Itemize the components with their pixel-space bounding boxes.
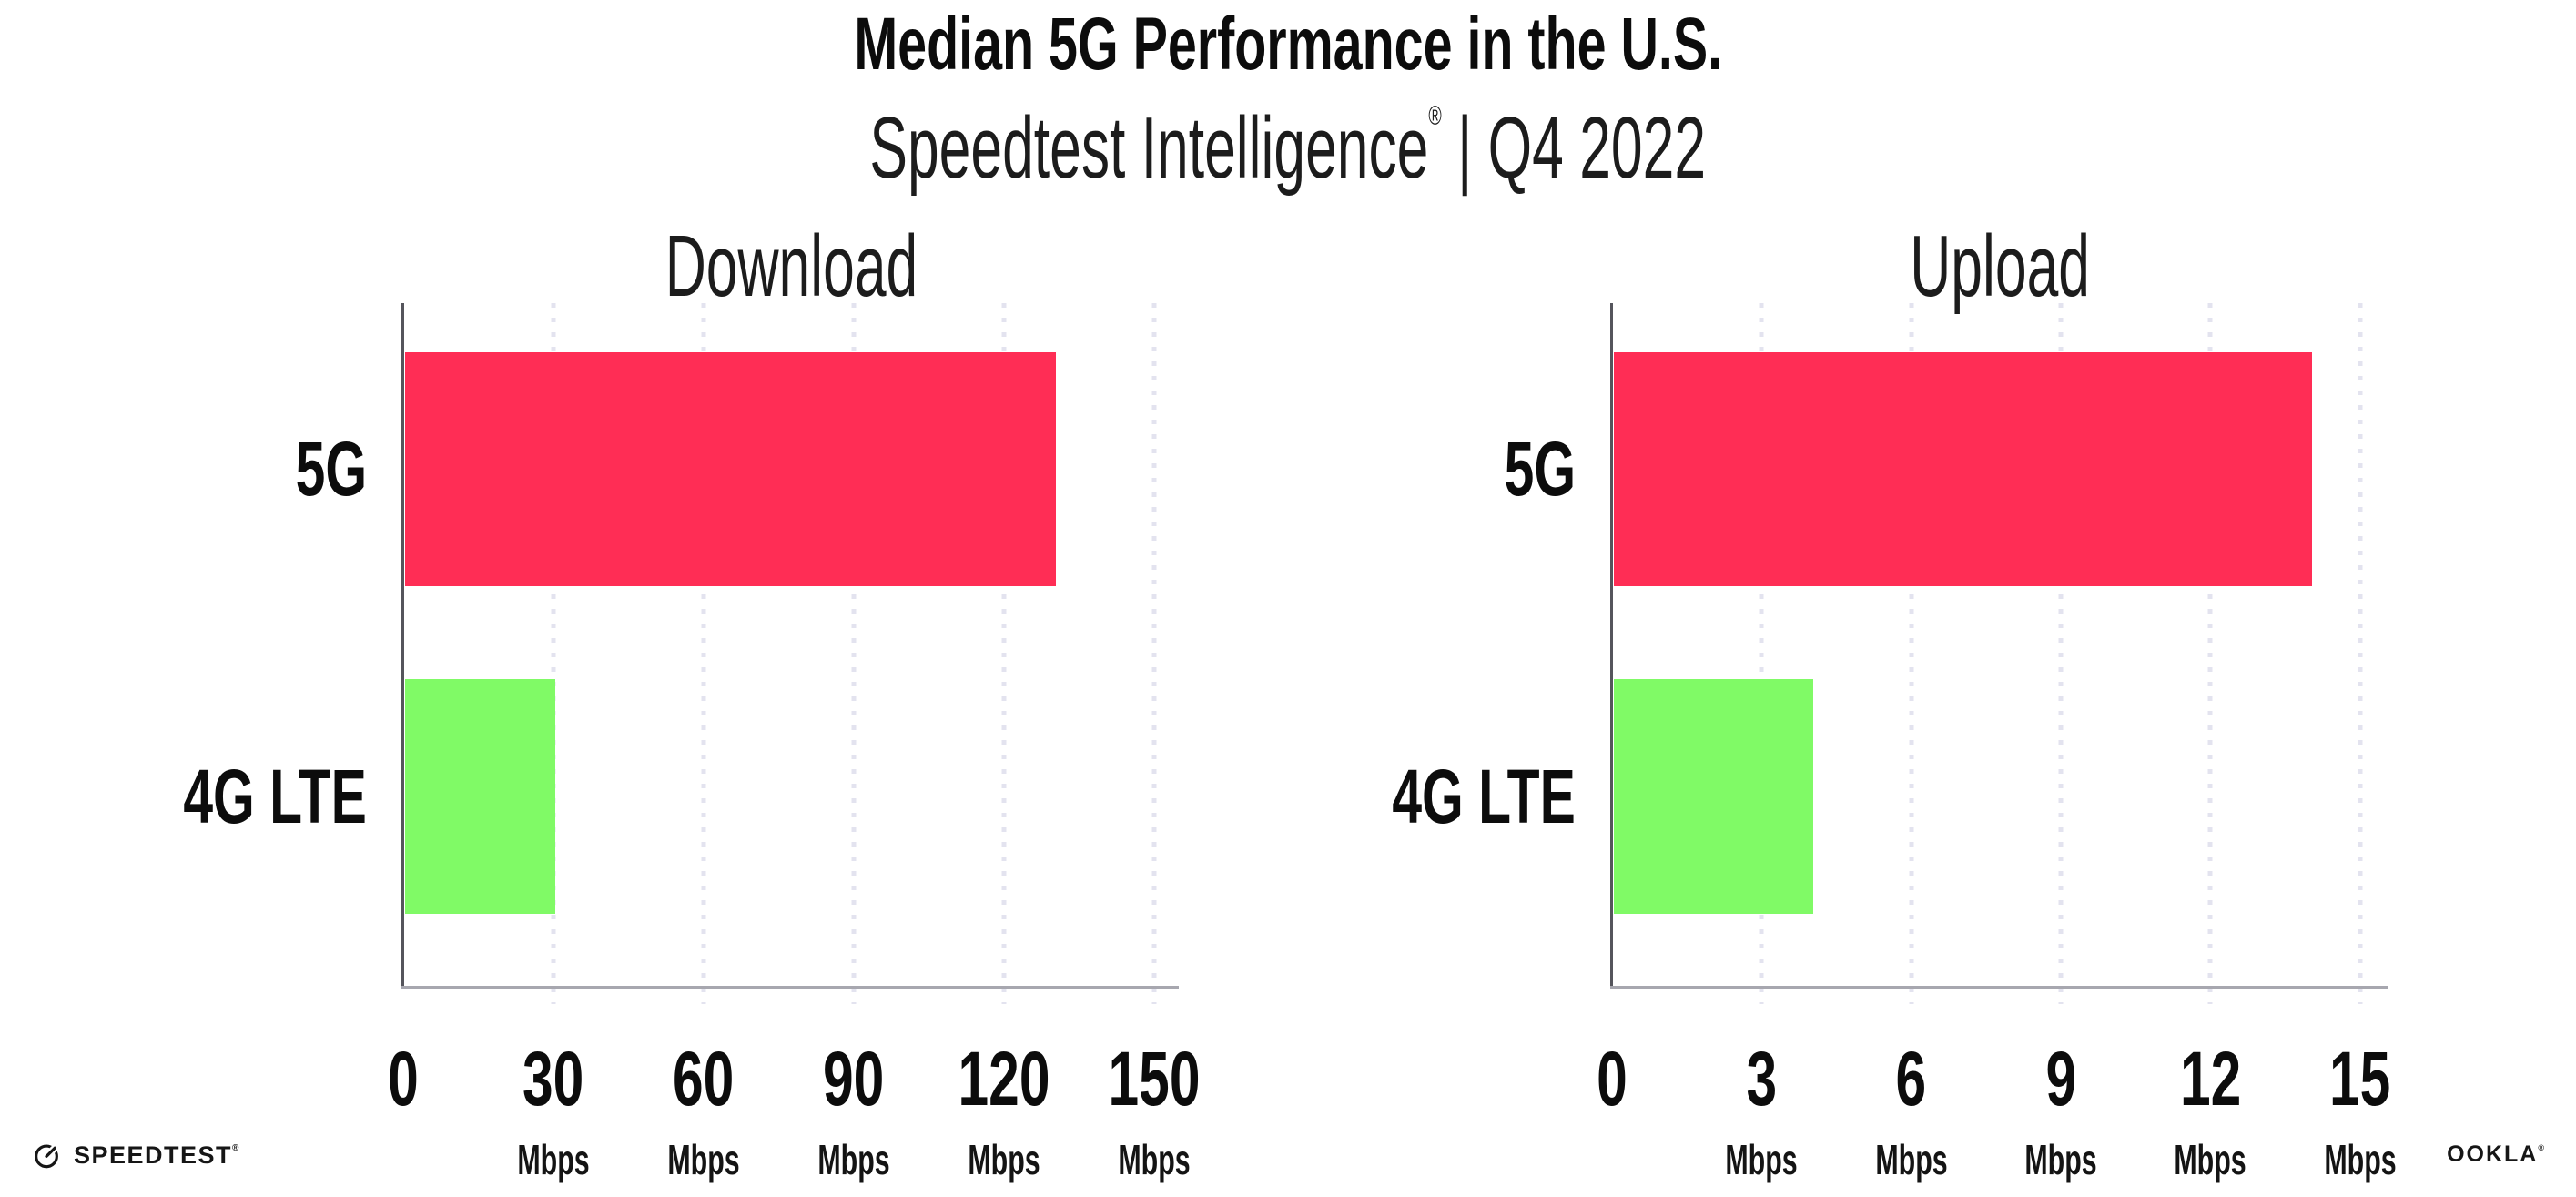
page-subtitle-text: Speedtest Intelligence® | Q4 2022: [870, 98, 1707, 198]
gridline-30: [551, 303, 556, 1004]
bar-5g: [1614, 352, 2313, 586]
gridline-15: [2358, 303, 2363, 1004]
x-tick-unit: Mbps: [2024, 1136, 2097, 1183]
x-tick-120: 120 Mbps: [940, 1040, 1068, 1181]
page-title: Median 5G Performance in the U.S.: [0, 2, 2576, 87]
x-tick-15: 15 Mbps: [2306, 1040, 2415, 1181]
page-subtitle: Speedtest Intelligence® | Q4 2022: [0, 98, 2576, 198]
x-tick-60: 60 Mbps: [649, 1040, 758, 1181]
x-tick-value: 90: [823, 1036, 885, 1121]
x-tick-value: 150: [1108, 1036, 1200, 1121]
registered-trademark-icon: ®: [2538, 1143, 2546, 1152]
x-axis-line: [1610, 986, 2388, 989]
x-tick-value: 0: [388, 1036, 419, 1121]
x-tick-value: 6: [1895, 1036, 1927, 1121]
subtitle-brand: Speedtest Intelligence: [869, 99, 1429, 197]
x-tick-150: 150 Mbps: [1090, 1040, 1217, 1181]
bar-4g-lte: [405, 679, 555, 914]
x-tick-value: 15: [2329, 1036, 2391, 1121]
gridline-6: [1909, 303, 1914, 1004]
speedtest-gauge-icon: [35, 1143, 59, 1169]
category-label-5g: 5G: [295, 426, 367, 512]
bar-5g: [405, 352, 1056, 586]
x-tick-unit: Mbps: [1117, 1136, 1191, 1183]
category-label-5g: 5G: [1504, 426, 1576, 512]
gridline-60: [701, 303, 706, 1004]
x-tick-3: 3 Mbps: [1707, 1040, 1816, 1181]
x-tick-90: 90 Mbps: [799, 1040, 908, 1181]
speedtest-wordmark: SPEEDTEST®: [74, 1141, 240, 1169]
x-axis-line: [401, 986, 1179, 989]
x-tick-value: 30: [522, 1036, 584, 1121]
chart-upload: Upload 5G 4G LTE 0 3 Mbps 6 Mbps 9 Mbps 12 Mbps 15 M…: [1393, 223, 2397, 1182]
subtitle-period: | Q4 2022: [1442, 99, 1707, 197]
gridline-120: [1001, 303, 1007, 1004]
bar-4g-lte: [1614, 679, 1814, 914]
x-tick-0: 0: [382, 1040, 425, 1117]
ookla-logo: OOKLA®: [2447, 1143, 2546, 1166]
x-tick-unit: Mbps: [2174, 1136, 2247, 1183]
plot-area-upload: 5G 4G LTE 0 3 Mbps 6 Mbps 9 Mbps 12 Mbps 15 Mbps: [1393, 303, 2396, 1181]
x-tick-unit: Mbps: [1725, 1136, 1798, 1183]
x-tick-9: 9 Mbps: [2006, 1040, 2115, 1181]
gridline-150: [1151, 303, 1157, 1004]
speedtest-logo: SPEEDTEST®: [31, 1140, 240, 1171]
x-tick-30: 30 Mbps: [499, 1040, 608, 1181]
gridline-90: [851, 303, 857, 1004]
x-tick-value: 9: [2045, 1036, 2076, 1121]
chart-title-upload: Upload: [1910, 218, 2090, 315]
category-label-4g-lte: 4G LTE: [183, 754, 367, 839]
x-tick-value: 120: [958, 1036, 1050, 1121]
chart-download: Download 5G 4G LTE 0 30 Mbps 60 Mbps 90 Mbps 120 M…: [184, 223, 1200, 1182]
x-tick-unit: Mbps: [967, 1136, 1040, 1183]
y-axis-line: [401, 303, 404, 988]
gridline-9: [2058, 303, 2064, 1004]
ookla-wordmark: OOKLA: [2447, 1141, 2539, 1167]
x-tick-value: 3: [1746, 1036, 1778, 1121]
x-tick-value: 0: [1597, 1036, 1628, 1121]
x-tick-unit: Mbps: [1875, 1136, 1948, 1183]
x-tick-6: 6 Mbps: [1857, 1040, 1966, 1181]
x-tick-unit: Mbps: [2324, 1136, 2397, 1183]
x-tick-12: 12 Mbps: [2155, 1040, 2265, 1181]
y-axis-line: [1610, 303, 1613, 988]
x-tick-value: 60: [673, 1036, 735, 1121]
x-tick-0: 0: [1591, 1040, 1634, 1117]
registered-trademark-icon: ®: [1428, 101, 1443, 131]
x-tick-unit: Mbps: [667, 1136, 740, 1183]
chart-title-download: Download: [664, 218, 918, 315]
x-tick-value: 12: [2179, 1036, 2242, 1121]
x-tick-unit: Mbps: [517, 1136, 590, 1183]
gridline-12: [2207, 303, 2213, 1004]
page-title-text: Median 5G Performance in the U.S.: [854, 3, 1722, 86]
x-tick-unit: Mbps: [817, 1136, 890, 1183]
gridline-3: [1759, 303, 1764, 1004]
category-label-4g-lte: 4G LTE: [1392, 754, 1576, 839]
plot-area-download: 5G 4G LTE 0 30 Mbps 60 Mbps 90 Mbps 120 Mbps 150 Mbp…: [184, 303, 1200, 1181]
registered-trademark-icon: ®: [232, 1142, 240, 1153]
